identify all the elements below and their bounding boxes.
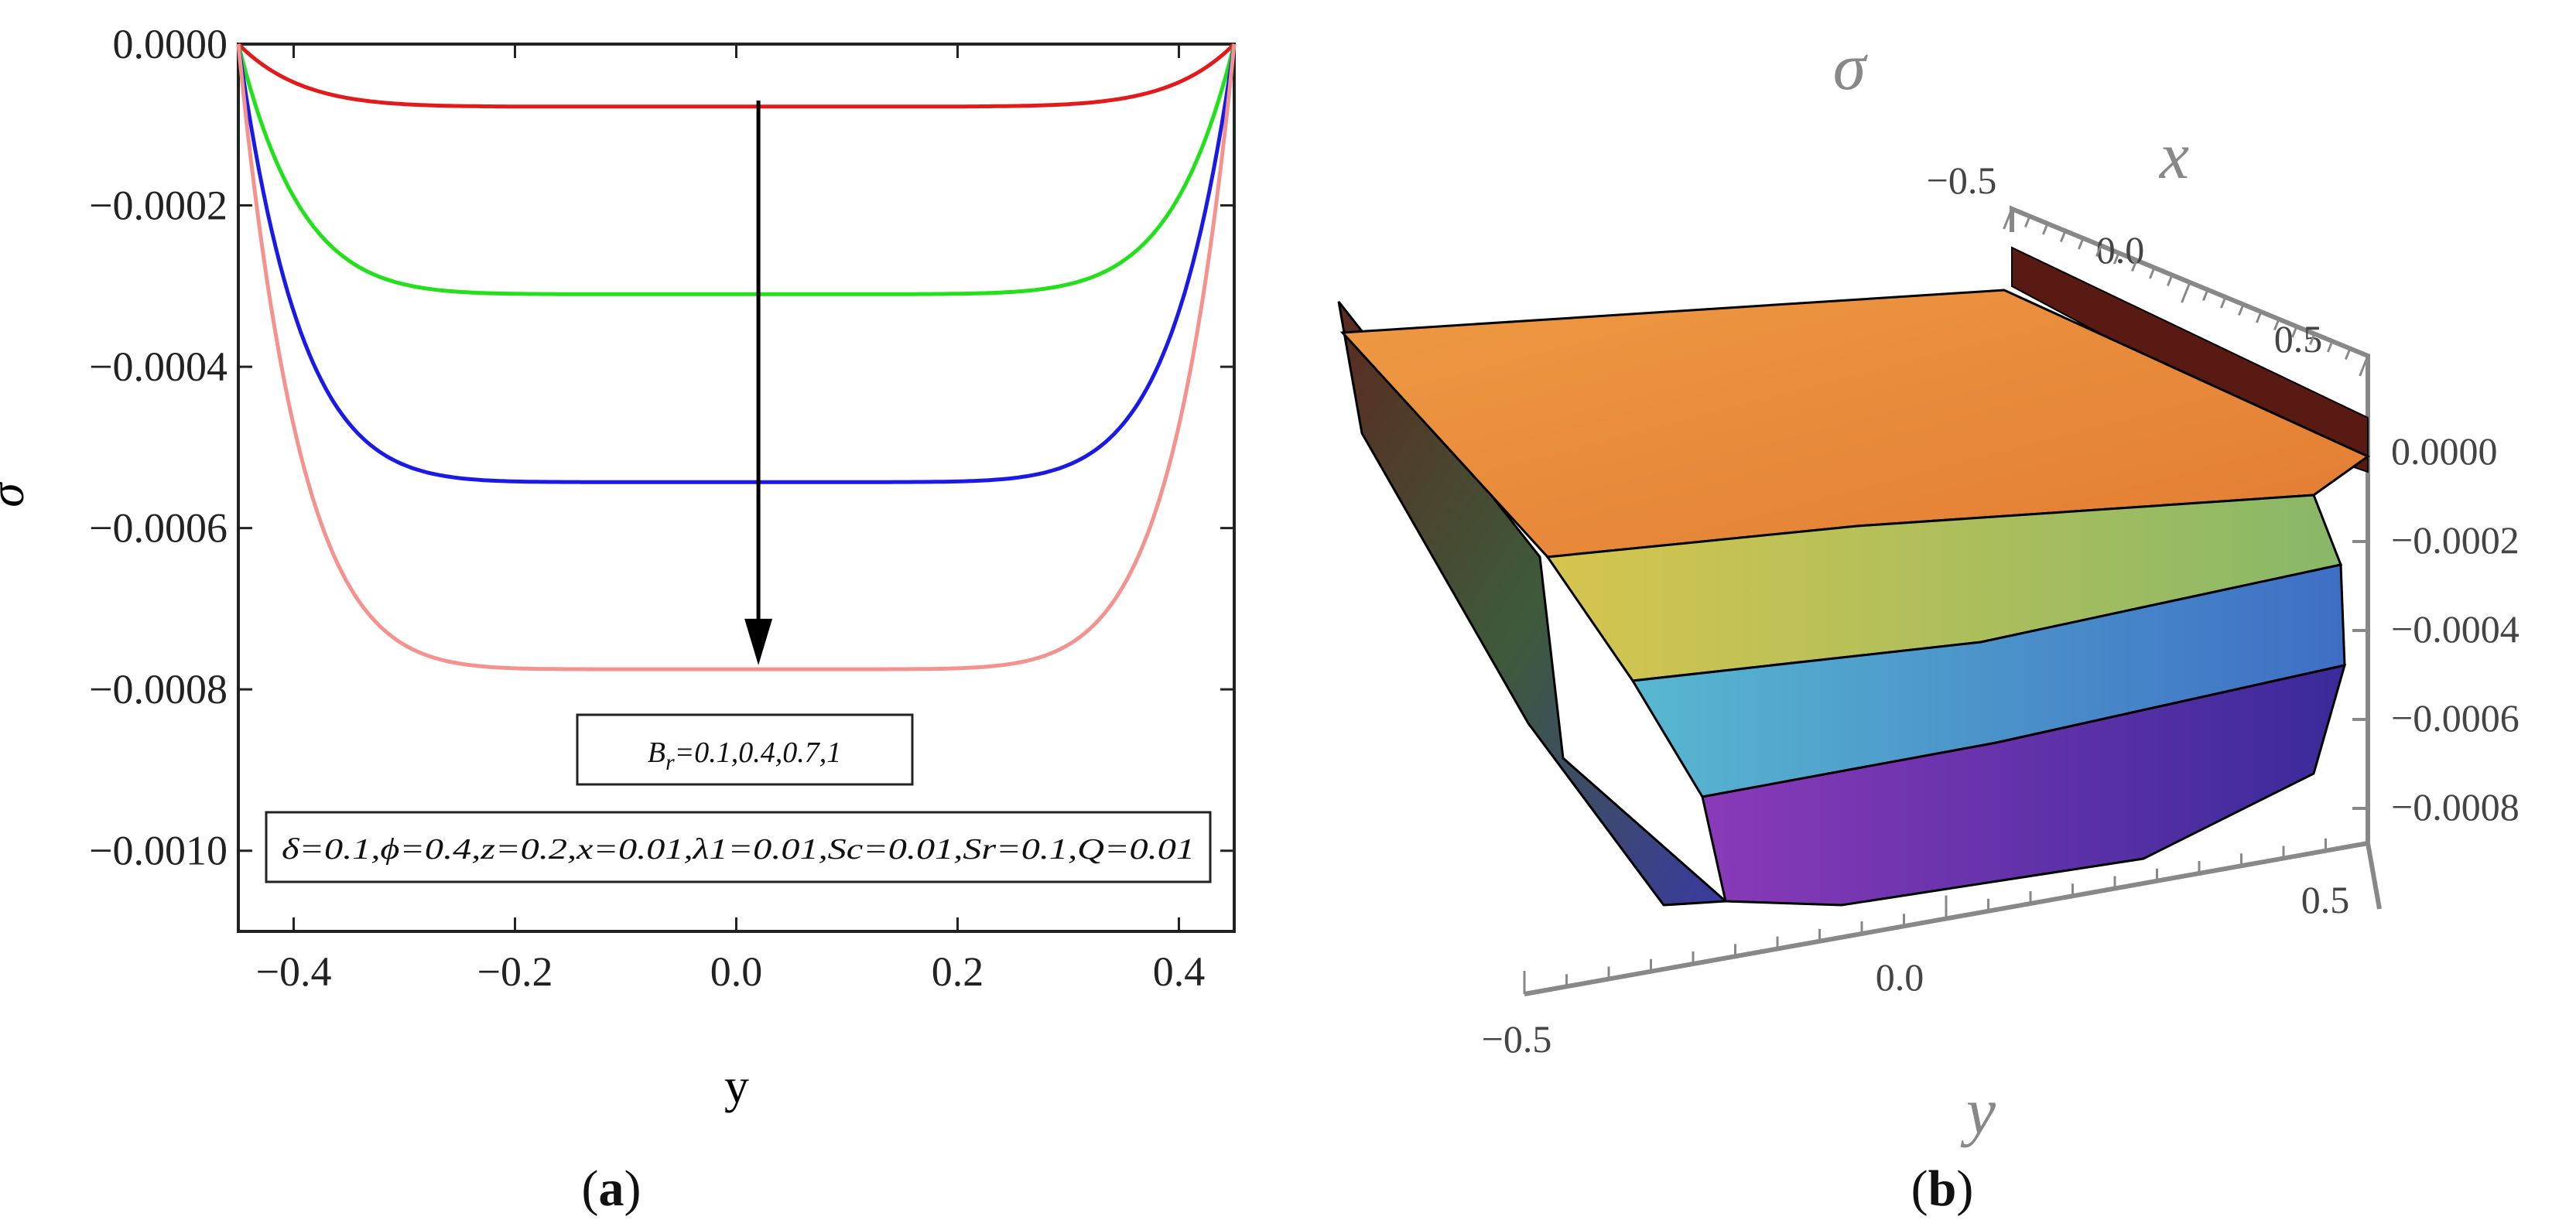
- x3d-tick: [2095, 244, 2102, 258]
- plot-frame: [237, 43, 1236, 933]
- y-tick-label: 0.0000: [113, 21, 228, 67]
- z-axis-label: σ: [1833, 29, 1869, 104]
- z-tick-label: −0.0008: [2391, 785, 2520, 829]
- panel-label-a: (a): [582, 1160, 641, 1217]
- y-axis-label-3d: y: [1960, 1074, 1996, 1148]
- series-line-4: [236, 43, 1237, 671]
- x3d-tick: [2202, 289, 2209, 302]
- panel-b: 0.0000 −0.0002 −0.0004 −0.0006 −0.0008 −0.5 0.…: [1337, 29, 2520, 1217]
- legend-params-text: δ=0.1,ϕ=0.4,z=0.2,x=0.01,λ1=0.01,Sc=0.01…: [282, 833, 1195, 866]
- legend-br-text: Br=0.1,0.4,0.7,1: [648, 736, 842, 775]
- y-tick-label: −0.0010: [89, 828, 227, 874]
- x3d-tick: [2345, 347, 2352, 360]
- x3d-tick: [2131, 259, 2138, 272]
- x-tick-label: 0.2: [932, 948, 984, 995]
- x3d-tick: [2238, 303, 2245, 316]
- x3d-tick: [2256, 311, 2263, 323]
- x3d-tick: [2113, 252, 2120, 265]
- x3d-tick: [2024, 215, 2031, 228]
- annotation-arrow-head: [744, 618, 773, 665]
- legend-box-br: [576, 713, 914, 786]
- series-line-1: [237, 43, 1236, 109]
- y-tick-label: −0.0002: [89, 183, 227, 229]
- x3d-tick-label: −0.5: [1927, 159, 1997, 202]
- x3d-tick: [2309, 333, 2316, 346]
- 3d-axis-right-edge: [2366, 842, 2382, 910]
- x-tick-label: −0.2: [477, 948, 553, 995]
- z-tick-label: 0.0000: [2391, 429, 2498, 473]
- y3d-tick-label: 0.5: [2301, 878, 2350, 921]
- series-lines: [236, 43, 1237, 671]
- y-tick-label: −0.0004: [89, 343, 227, 390]
- x-tick-label: 0.0: [710, 948, 763, 995]
- x3d-tick-label: 0.0: [2096, 228, 2145, 272]
- series-line-3: [236, 43, 1237, 484]
- legend-box-params: [265, 811, 1212, 883]
- x3d-tick: [2359, 355, 2369, 377]
- y3d-tick-label: 0.0: [1876, 955, 1924, 999]
- x3d-tick: [2167, 274, 2174, 287]
- z-tick-label: −0.0006: [2391, 696, 2520, 740]
- surface-left-wall: [1337, 301, 1729, 907]
- x3d-tick: [2149, 267, 2156, 279]
- z-tick-label: −0.0002: [2391, 518, 2520, 562]
- x3d-tick: [2003, 208, 2013, 230]
- x-axis-label-3d: x: [2158, 118, 2189, 193]
- series-line-2: [236, 43, 1237, 296]
- surface-band-purple: [1701, 663, 2347, 907]
- x-axis: −0.4 −0.2 0.0 0.2 0.4: [256, 44, 1206, 995]
- z-tick-label: −0.0004: [2391, 607, 2520, 651]
- y-axis-label: σ: [0, 481, 34, 507]
- x-tick-label: −0.4: [256, 948, 332, 995]
- y-tick-label: −0.0006: [89, 505, 227, 552]
- x3d-tick: [2042, 223, 2049, 235]
- x-tick-label: 0.4: [1153, 948, 1206, 995]
- y-axis: 0.0000 −0.0002 −0.0004 −0.0006 −0.0008 −0.001…: [89, 21, 1234, 874]
- x3d-tick: [2291, 326, 2298, 338]
- y3d-tick-label: −0.5: [1482, 1017, 1552, 1061]
- x3d-tick: [2060, 230, 2067, 243]
- panel-a: 0.0000 −0.0002 −0.0004 −0.0006 −0.0008 −0.001…: [0, 21, 1237, 1217]
- x3d-tick: [2273, 318, 2280, 331]
- x-axis-label: y: [724, 1058, 749, 1113]
- x3d-tick: [2181, 282, 2191, 303]
- x3d-tick: [2078, 237, 2085, 250]
- x3d-tick-label: 0.5: [2274, 317, 2323, 360]
- y-tick-label: −0.0008: [89, 666, 227, 712]
- 3d-ticks: 0.0000 −0.0002 −0.0004 −0.0006 −0.0008 −0.5 0.…: [1482, 159, 2520, 1061]
- panel-label-b: (b): [1911, 1160, 1974, 1217]
- x3d-tick: [2327, 340, 2334, 353]
- x3d-tick: [2220, 296, 2227, 309]
